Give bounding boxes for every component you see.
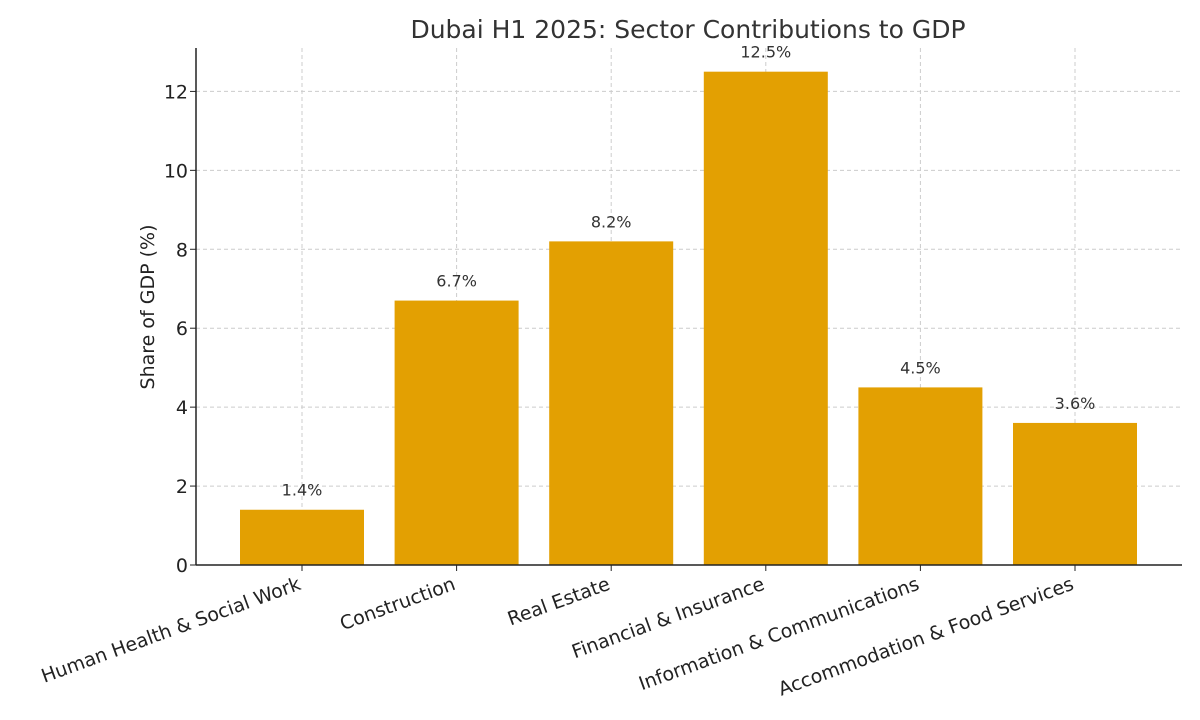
data-label: 8.2% [591, 212, 632, 231]
data-label: 12.5% [740, 43, 791, 62]
axes [190, 48, 1182, 571]
data-label: 6.7% [436, 272, 477, 291]
y-tick-label: 6 [176, 318, 188, 340]
y-tick-label: 8 [176, 239, 188, 261]
bar [703, 71, 828, 566]
bars [240, 71, 1137, 566]
y-tick-label: 2 [176, 476, 188, 498]
y-tick-label: 10 [164, 160, 188, 182]
y-tick-label: 4 [176, 397, 188, 419]
chart-title: Dubai H1 2025: Sector Contributions to G… [410, 15, 965, 44]
bar [394, 300, 519, 565]
x-tick-label: Real Estate [505, 573, 613, 630]
y-tick-label: 12 [164, 81, 188, 103]
y-tick-label: 0 [176, 555, 188, 577]
data-label: 4.5% [900, 358, 941, 377]
bar [858, 387, 983, 565]
bar [549, 241, 674, 565]
x-tick-label: Accommodation & Food Services [775, 573, 1076, 701]
x-tick-label: Human Health & Social Work [38, 573, 303, 688]
bar [240, 509, 364, 565]
x-tick-label: Information & Communications [636, 573, 922, 695]
data-label: 3.6% [1055, 394, 1096, 413]
bar [1013, 422, 1137, 565]
data-label: 1.4% [282, 481, 323, 500]
x-tick-label: Construction [337, 573, 458, 635]
y-axis-label: Share of GDP (%) [137, 225, 159, 390]
